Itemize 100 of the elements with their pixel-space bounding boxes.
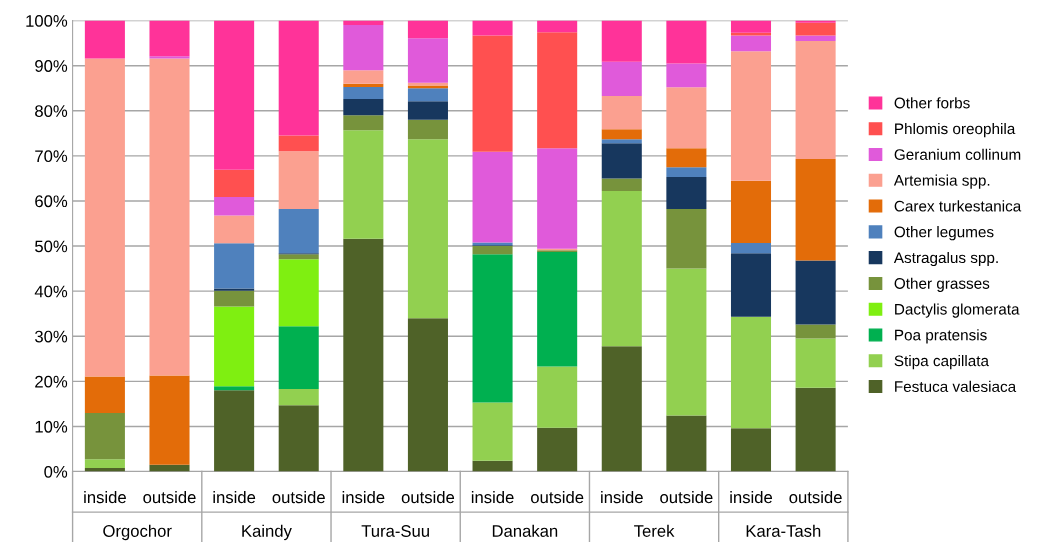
bar — [278, 389, 319, 406]
legend-label: Artemisia spp. — [893, 174, 990, 189]
bar — [730, 20, 772, 33]
y-tick-label: 0% — [44, 465, 68, 478]
bar — [407, 119, 448, 140]
bar — [730, 180, 772, 243]
bar — [214, 386, 255, 391]
bar — [795, 260, 836, 325]
bar — [407, 38, 448, 83]
bar — [795, 159, 836, 261]
bar — [343, 70, 384, 84]
bar — [214, 288, 255, 291]
bar — [537, 251, 578, 367]
bar — [472, 246, 513, 255]
y-tick-label: 20% — [35, 375, 68, 388]
x-tick-label: inside — [342, 490, 385, 504]
y-tick-label: 40% — [34, 285, 68, 298]
bar — [343, 238, 384, 472]
y-tick-label: 80% — [35, 105, 68, 117]
bar — [278, 135, 319, 152]
bar — [278, 259, 319, 327]
bar — [149, 375, 190, 465]
legend-label: Carex turkestanica — [894, 200, 1022, 212]
bar — [601, 178, 642, 192]
bar — [149, 20, 190, 57]
bar — [601, 139, 642, 144]
bar — [666, 268, 707, 416]
bar — [537, 366, 578, 428]
bar — [149, 58, 190, 376]
bar — [149, 464, 190, 472]
text: Kara-Tash — [746, 524, 821, 537]
bar — [730, 253, 772, 317]
bar — [214, 215, 255, 244]
bar — [666, 63, 707, 88]
bar — [343, 130, 384, 239]
legend-label: Stipa capillata — [894, 355, 989, 370]
legend-label: Geranium collinum — [894, 148, 1021, 160]
bar — [666, 20, 707, 64]
x-tick-label: inside — [730, 490, 773, 504]
legend-label: Other forbs — [894, 97, 970, 109]
y-tick-label: 70% — [35, 150, 68, 163]
bar — [407, 20, 448, 39]
bar — [666, 415, 707, 472]
bar — [214, 169, 255, 197]
bar — [795, 338, 836, 388]
bar — [278, 254, 319, 260]
bar — [601, 61, 642, 96]
bar — [666, 167, 707, 178]
bar — [472, 254, 513, 403]
bar — [601, 191, 642, 347]
bar — [472, 20, 513, 36]
bar — [472, 151, 513, 243]
text: Tura-Suu — [361, 525, 429, 537]
bar — [537, 32, 578, 149]
y-tick-label: 90% — [35, 60, 68, 72]
bar — [537, 20, 578, 33]
bar — [343, 83, 384, 87]
bar — [601, 95, 642, 130]
y-tick-label: 100% — [26, 15, 68, 27]
bar — [407, 318, 448, 472]
bar — [278, 20, 319, 136]
bar — [730, 35, 772, 52]
legend-label: Poa pratensis — [895, 329, 987, 344]
bar — [666, 87, 707, 149]
x-tick-label: outside — [401, 490, 455, 504]
legend-label: Festuca valesiaca — [895, 380, 1017, 393]
x-tick-label: inside — [84, 490, 126, 504]
bar — [795, 35, 836, 41]
bar — [730, 428, 772, 472]
x-tick-label: outside — [143, 490, 196, 504]
legend-label: Phlomis oreophila — [895, 122, 1016, 138]
bar — [214, 306, 255, 387]
x-tick-label: outside — [272, 490, 325, 504]
bar — [666, 177, 707, 210]
bar — [84, 376, 125, 413]
bar — [214, 20, 255, 170]
legend-label: Dactylis glomerata — [895, 303, 1020, 318]
bar — [472, 402, 513, 461]
bar — [730, 242, 772, 254]
legend-label: Astragalus spp. — [893, 251, 998, 267]
bar — [407, 88, 448, 102]
y-tick-label: 10% — [35, 420, 68, 433]
bar — [730, 51, 772, 181]
x-tick-label: inside — [471, 490, 514, 504]
text: Danakan — [492, 524, 558, 537]
bar — [343, 25, 384, 71]
bar — [601, 143, 642, 179]
text: Orgochor — [103, 524, 172, 541]
bar — [214, 290, 255, 307]
x-tick-label: outside — [789, 490, 842, 504]
x-tick-label: inside — [213, 490, 256, 504]
x-tick-label: outside — [531, 490, 584, 504]
bar — [730, 316, 772, 429]
bar — [84, 412, 125, 460]
bar — [278, 405, 319, 472]
bar — [795, 387, 836, 472]
bar — [666, 148, 707, 168]
text: Terek — [634, 524, 675, 537]
legend-label: Other legumes — [894, 226, 994, 241]
y-tick-label: 60% — [35, 195, 68, 208]
